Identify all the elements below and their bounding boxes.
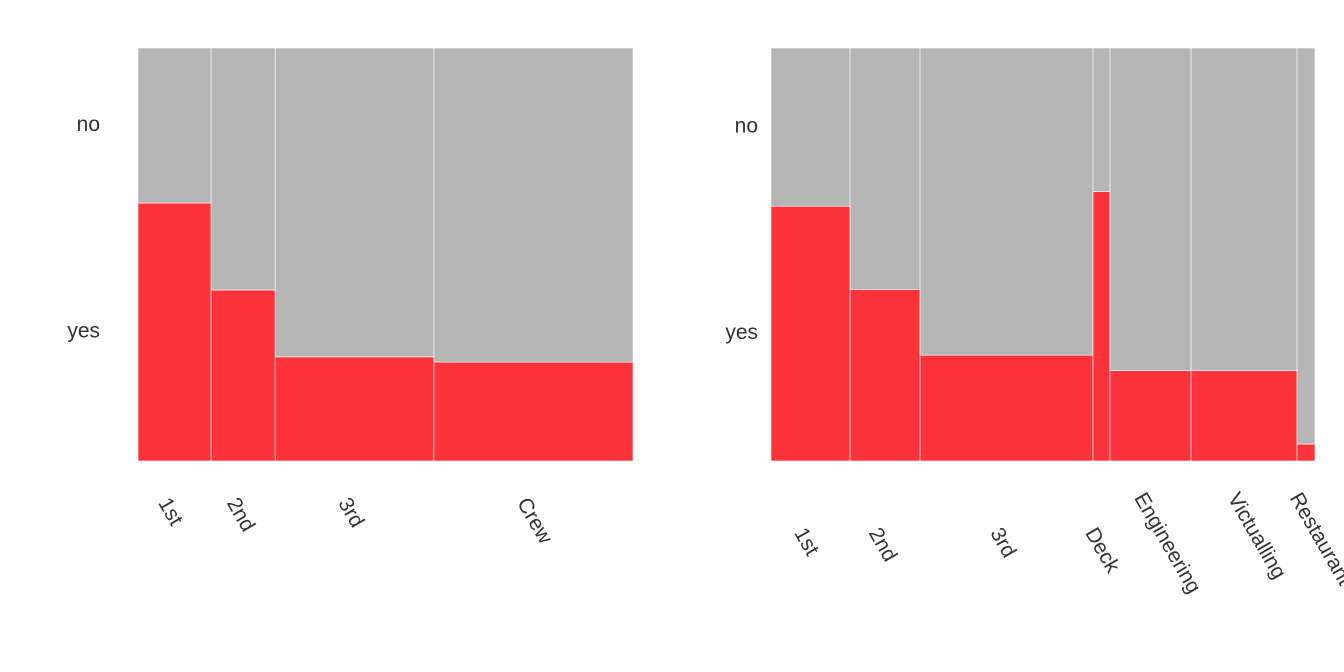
x-category-label: 2nd <box>222 494 259 536</box>
x-category-label: Deck <box>1080 524 1124 577</box>
mosaic-tile <box>919 354 1094 462</box>
mosaic-tile <box>274 356 435 462</box>
y-category-label: yes <box>67 320 100 343</box>
mosaic-tile <box>770 205 851 462</box>
x-category-label: 3rd <box>333 494 368 532</box>
mosaic-tile <box>1296 47 1316 445</box>
mosaic-tile <box>1190 47 1298 372</box>
mosaic-tile <box>849 289 921 462</box>
mosaic-tile <box>274 47 435 358</box>
y-category-label: yes <box>725 321 758 344</box>
mosaic-tile <box>770 47 851 207</box>
mosaic-tile <box>137 202 212 462</box>
x-category-label: 3rd <box>985 524 1020 562</box>
mosaic-tile <box>919 47 1094 356</box>
mosaic-tile <box>1296 443 1316 462</box>
mosaic-tile <box>849 47 921 290</box>
y-category-label: no <box>77 113 100 136</box>
x-category-label: 1st <box>789 524 823 560</box>
mosaic-tile <box>433 47 634 363</box>
x-category-label: 1st <box>153 494 187 530</box>
mosaic-tile <box>433 361 634 462</box>
x-category-label: Crew <box>512 494 557 549</box>
mosaic-tile <box>1109 47 1192 371</box>
x-category-label: Victualling <box>1223 489 1291 583</box>
mosaic-tile <box>137 47 212 204</box>
mosaic-tile <box>1109 370 1192 462</box>
mosaic-tile <box>210 289 276 462</box>
x-category-label: Engineering <box>1129 489 1205 598</box>
x-category-label: 2nd <box>864 524 901 566</box>
x-category-label: Restaurant <box>1285 489 1344 590</box>
y-category-label: no <box>735 115 758 138</box>
mosaic-tile <box>1190 370 1298 462</box>
mosaic-tile <box>1092 47 1111 192</box>
mosaic-tile <box>1092 191 1111 462</box>
mosaic-tile <box>210 47 276 291</box>
